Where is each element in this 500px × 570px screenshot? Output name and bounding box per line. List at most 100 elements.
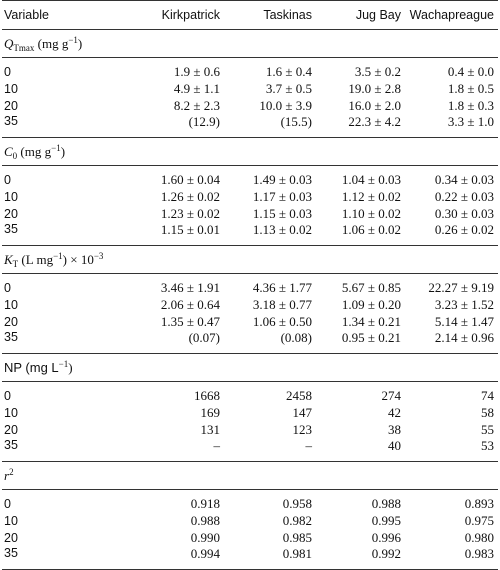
table-row: 10 0.988 0.982 0.995 0.975 xyxy=(2,512,498,529)
table-row: 0 1668 2458 274 74 xyxy=(2,387,498,404)
table-row: 20 1.35 ± 0.47 1.06 ± 0.50 1.34 ± 0.21 5.14 … xyxy=(2,313,498,330)
title-part: ) xyxy=(77,35,83,51)
cell: 1.04 ± 0.03 xyxy=(341,171,401,187)
cell: 0.980 xyxy=(464,529,494,545)
cell: 0.22 ± 0.03 xyxy=(434,188,494,204)
table-row: 20 131 123 38 55 xyxy=(2,421,498,438)
table-row: 35 (12.9) (15.5) 22.3 ± 4.2 3.3 ± 1.0 xyxy=(2,114,498,138)
row-label: 20 xyxy=(4,314,18,329)
table-row: 10 169 147 42 58 xyxy=(2,404,498,421)
cell: – xyxy=(138,438,224,462)
row-label: 10 xyxy=(4,81,18,96)
cell: 2.06 ± 0.64 xyxy=(160,296,220,312)
cell: 0.983 xyxy=(405,546,498,570)
section-title: KT (L mg−1) × 10−3 xyxy=(2,245,498,274)
title-part: −1 xyxy=(68,34,78,45)
row-label: 20 xyxy=(4,98,18,113)
table-row: 35 1.15 ± 0.01 1.13 ± 0.02 1.06 ± 0.02 0.26 … xyxy=(2,222,498,246)
cell: 2458 xyxy=(286,387,312,403)
row-label: 20 xyxy=(4,422,18,437)
title-part: ) xyxy=(60,143,66,159)
cell: 3.46 ± 1.91 xyxy=(160,279,220,295)
cell: 1.10 ± 0.02 xyxy=(341,205,401,221)
cell: 274 xyxy=(381,387,402,403)
table-row: 35– –40 53 xyxy=(2,438,498,462)
title-part: −1 xyxy=(53,250,63,261)
title-part: −3 xyxy=(93,250,104,261)
cell: (0.07) xyxy=(138,330,224,354)
cell: (12.9) xyxy=(138,114,224,138)
cell: 3.5 ± 0.2 xyxy=(354,63,401,79)
cell: 0.893 xyxy=(464,495,494,511)
title-part: r xyxy=(4,468,10,483)
table-row: 20 8.2 ± 2.3 10.0 ± 3.9 16.0 ± 2.0 1.8 ± 0.3 xyxy=(2,97,498,114)
cell: 0.990 xyxy=(190,529,220,545)
cell: 0.34 ± 0.03 xyxy=(434,171,494,187)
row-label: 10 xyxy=(4,297,18,312)
cell: 0.988 xyxy=(371,495,401,511)
title-part: C xyxy=(4,143,13,159)
table-row: 0 3.46 ± 1.91 4.36 ± 1.77 5.67 ± 0.85 22.27 … xyxy=(2,279,498,296)
title-part: 2 xyxy=(9,467,14,477)
cell: 1.15 ± 0.03 xyxy=(252,205,312,221)
section-title-row: r2 xyxy=(2,461,498,490)
cell: 0.4 ± 0.0 xyxy=(447,63,494,79)
section-title: r2 xyxy=(2,461,498,490)
cell: 1.35 ± 0.47 xyxy=(160,313,220,329)
row-label: 10 xyxy=(4,405,18,420)
row-label: 0 xyxy=(4,496,11,511)
row-label: 0 xyxy=(4,280,11,295)
cell: 0.975 xyxy=(464,512,494,528)
cell: – xyxy=(224,438,316,462)
cell: 2.14 ± 0.96 xyxy=(405,330,498,354)
cell: 0.958 xyxy=(282,495,312,511)
row-label: 35 xyxy=(2,438,138,462)
table-row: 10 1.26 ± 0.02 1.17 ± 0.03 1.12 ± 0.02 0.22 … xyxy=(2,188,498,205)
table-row: 10 4.9 ± 1.1 3.7 ± 0.5 19.0 ± 2.8 1.8 ± 0.5 xyxy=(2,80,498,97)
section-title-row: C0 (mg g−1) xyxy=(2,137,498,166)
row-label: 20 xyxy=(4,206,18,221)
title-part: Tmax xyxy=(13,42,35,53)
section-title-row: NP (mg L−1) xyxy=(2,353,498,382)
cell: 1.17 ± 0.03 xyxy=(252,188,312,204)
cell: 19.0 ± 2.8 xyxy=(348,80,401,96)
cell: 169 xyxy=(200,404,221,420)
title-part: NP (mg L xyxy=(4,360,59,375)
cell: 1.15 ± 0.01 xyxy=(138,222,224,246)
cell: 40 xyxy=(316,438,405,462)
title-part: ) xyxy=(68,360,73,375)
table-row: 0 1.9 ± 0.6 1.6 ± 0.4 3.5 ± 0.2 0.4 ± 0.0 xyxy=(2,63,498,80)
cell: 3.3 ± 1.0 xyxy=(405,114,498,138)
header-row: Variable Kirkpatrick Taskinas Jug Bay Wachap… xyxy=(2,0,498,30)
cell: 0.982 xyxy=(282,512,312,528)
cell: 0.994 xyxy=(138,546,224,570)
cell: 0.996 xyxy=(371,529,401,545)
section-title: C0 (mg g−1) xyxy=(2,137,498,166)
row-label: 35 xyxy=(2,330,138,354)
row-label: 35 xyxy=(2,222,138,246)
section-title-row: QTmax (mg g−1) xyxy=(2,29,498,58)
cell: 4.36 ± 1.77 xyxy=(252,279,312,295)
row-label: 0 xyxy=(4,388,11,403)
title-part: K xyxy=(4,251,13,267)
cell: 0.988 xyxy=(190,512,220,528)
cell: 0.30 ± 0.03 xyxy=(434,205,494,221)
row-label: 10 xyxy=(4,189,18,204)
column-header: Kirkpatrick xyxy=(138,0,224,30)
row-label: 0 xyxy=(4,64,11,79)
column-header: Jug Bay xyxy=(316,0,405,30)
cell: 3.23 ± 1.52 xyxy=(434,296,494,312)
title-part: Q xyxy=(4,35,14,51)
cell: 1.09 ± 0.20 xyxy=(341,296,401,312)
cell: 38 xyxy=(388,421,401,437)
cell: 10.0 ± 3.9 xyxy=(259,97,312,113)
cell: 5.14 ± 1.47 xyxy=(434,313,494,329)
row-label: 10 xyxy=(4,513,18,528)
cell: 1.06 ± 0.50 xyxy=(252,313,312,329)
section-title: QTmax (mg g−1) xyxy=(2,29,498,58)
title-part: ) × 10 xyxy=(62,251,94,267)
cell: 0.981 xyxy=(224,546,316,570)
title-part: (mg g xyxy=(34,35,69,51)
cell: 8.2 ± 2.3 xyxy=(173,97,220,113)
title-part: 0 xyxy=(12,150,18,161)
